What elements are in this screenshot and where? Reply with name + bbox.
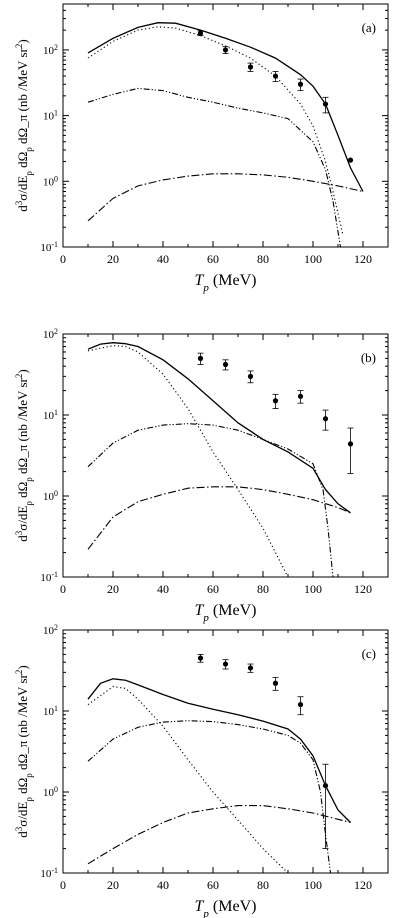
x-tick-label: 60 (207, 878, 219, 892)
data-point (347, 157, 354, 163)
x-axis-label: Tp (MeV) (195, 272, 257, 294)
data-point (297, 701, 304, 708)
x-tick-label: 0 (60, 582, 66, 596)
x-tick-label: 60 (207, 252, 219, 266)
y-tick-label: 10-1 (40, 866, 58, 881)
panel-label: (b) (361, 350, 376, 365)
series-solid (87, 678, 351, 823)
y-tick-label: 100 (43, 785, 58, 800)
y-tick-label: 101 (43, 704, 58, 719)
x-tick-label: 80 (257, 252, 269, 266)
y-axis-label: d3σ/dEp dΩp dΩ_π (nb /MeV sr2) (14, 369, 34, 541)
x-tick-label: 40 (157, 252, 169, 266)
data-point (272, 73, 279, 79)
x-tick-label: 120 (354, 582, 372, 596)
data-point (322, 416, 329, 422)
x-tick-label: 80 (257, 878, 269, 892)
x-tick-label: 20 (107, 582, 119, 596)
series-dash-dot (87, 173, 364, 222)
x-axis-label: Tp (MeV) (195, 602, 257, 624)
y-tick-label: 100 (43, 174, 58, 189)
chart-panel-1: 0 20 40 60 80 100 120 10-1 100 101 102 (a) Tp (MeV) d3… (14, 3, 389, 294)
data-point (197, 655, 204, 661)
data-point (347, 441, 354, 447)
data-point (197, 30, 204, 36)
data-point (247, 64, 254, 70)
data-point (297, 393, 304, 399)
data-point (222, 661, 229, 667)
series-dash-dot-dot (87, 423, 334, 577)
series-dotted (87, 26, 344, 236)
x-tick-label: 120 (354, 252, 372, 266)
y-axis-label: d3σ/dEp dΩp dΩ_π (nb /MeV sr2) (14, 39, 34, 211)
data-point (222, 47, 229, 53)
y-axis-label: d3σ/dEp dΩp dΩ_π (nb /MeV sr2) (14, 665, 34, 837)
x-tick-label: 20 (107, 878, 119, 892)
series-dash-dot-dot (87, 87, 342, 247)
plot-frame (62, 3, 389, 248)
data-point (197, 355, 204, 361)
data-point (247, 373, 254, 379)
x-tick-label: 40 (157, 878, 169, 892)
x-tick-label: 100 (304, 878, 322, 892)
y-tick-label: 102 (43, 327, 58, 342)
x-tick-label: 40 (157, 582, 169, 596)
y-tick-label: 102 (43, 42, 58, 57)
y-tick-label: 102 (43, 623, 58, 638)
x-tick-label: 80 (257, 582, 269, 596)
series-dotted (87, 686, 289, 873)
series-solid (87, 342, 351, 514)
x-tick-label: 60 (207, 582, 219, 596)
series-dash-dot (87, 805, 351, 865)
y-tick-label: 10-1 (40, 240, 58, 255)
y-tick-label: 10-1 (40, 570, 58, 585)
plot-frame (62, 333, 389, 578)
data-point (272, 680, 279, 686)
x-tick-label: 120 (354, 878, 372, 892)
series-dash-dot-dot (87, 720, 332, 873)
series-dash-dot (87, 486, 351, 550)
data-point (322, 782, 329, 789)
x-tick-label: 100 (304, 252, 322, 266)
data-point (247, 665, 254, 671)
data-point (222, 361, 229, 368)
x-tick-label: 100 (304, 582, 322, 596)
chart-panel-3: 0 20 40 60 80 100 120 10-1 100 101 102 (c) Tp (MeV) d3… (14, 623, 389, 918)
y-tick-label: 100 (43, 489, 58, 504)
y-tick-label: 101 (43, 408, 58, 423)
x-tick-label: 0 (60, 878, 66, 892)
series-solid (87, 22, 364, 192)
panel-label: (c) (362, 646, 376, 661)
x-tick-label: 0 (60, 252, 66, 266)
data-point (272, 398, 279, 404)
series-dotted (87, 345, 289, 577)
data-point (322, 101, 329, 107)
y-tick-label: 101 (43, 108, 58, 123)
plot-frame (62, 629, 389, 874)
data-point (297, 81, 304, 87)
x-axis-label: Tp (MeV) (195, 898, 257, 918)
chart-panel-2: 0 20 40 60 80 100 120 10-1 100 101 102 (b) Tp (MeV) d3… (14, 327, 389, 624)
panel-label: (a) (362, 20, 376, 35)
x-tick-label: 20 (107, 252, 119, 266)
